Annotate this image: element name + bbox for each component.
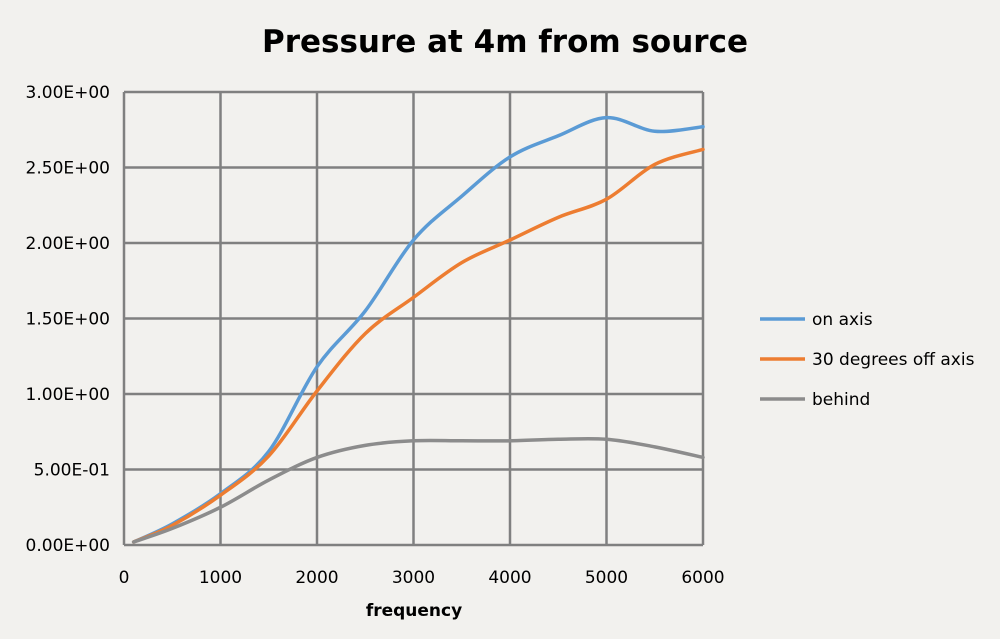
x-tick-label: 1000: [199, 568, 242, 588]
y-tick-label: 1.00E+00: [26, 385, 110, 405]
y-axis-ticks: 0.00E+00 5.00E-01 1.00E+00 1.50E+00 2.00E+00…: [26, 83, 110, 556]
y-tick-label: 1.50E+00: [26, 310, 110, 330]
x-tick-label: 0: [119, 568, 130, 588]
series-lines: [131, 115, 705, 544]
x-tick-label: 6000: [681, 568, 724, 588]
legend-label: 30 degrees off axis: [812, 350, 975, 370]
x-tick-label: 4000: [488, 568, 531, 588]
y-tick-label: 3.00E+00: [26, 83, 110, 103]
y-tick-label: 0.00E+00: [26, 536, 110, 556]
gridlines: [122, 90, 705, 547]
x-axis-label: frequency: [366, 601, 462, 621]
legend-label: on axis: [812, 310, 873, 330]
x-tick-label: 3000: [392, 568, 435, 588]
x-axis-ticks: 0 1000 2000 3000 4000 5000 6000: [119, 568, 725, 588]
x-tick-label: 2000: [295, 568, 338, 588]
series-line-2: [131, 436, 705, 544]
series-line-0: [131, 115, 705, 544]
y-tick-label: 2.50E+00: [26, 159, 110, 179]
legend: on axis 30 degrees off axis behind: [760, 310, 975, 410]
x-tick-label: 5000: [585, 568, 628, 588]
series-line-1: [131, 147, 705, 544]
y-tick-label: 2.00E+00: [26, 234, 110, 254]
legend-label: behind: [812, 390, 870, 410]
chart-title: Pressure at 4m from source: [262, 24, 748, 60]
y-tick-label: 5.00E-01: [34, 461, 110, 481]
